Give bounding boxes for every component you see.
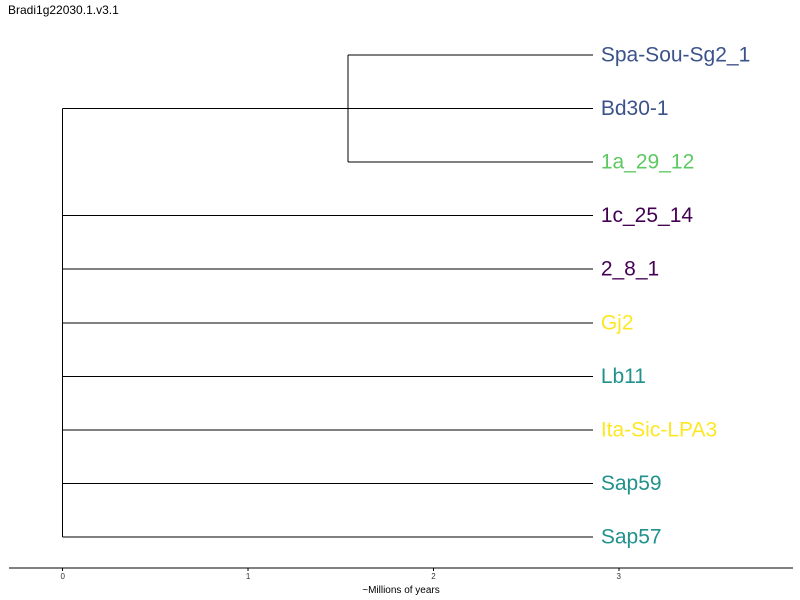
leaf-label: Ita-Sic-LPA3 [601,418,717,441]
x-axis: 0 1 2 3 ~Millions of years [9,567,793,596]
leaf-label: Gj2 [601,311,634,334]
x-axis-label: ~Millions of years [362,585,440,596]
x-tick-label: 3 [617,572,622,581]
leaf-label: 1c_25_14 [601,204,694,227]
leaf-label: Lb11 [601,365,646,388]
x-tick-label: 1 [246,572,251,581]
leaf-label: Bd30-1 [601,97,669,120]
x-axis-ticks: 0 1 2 3 [61,568,622,581]
leaf-label: Spa-Sou-Sg2_1 [601,44,750,67]
leaf-label: 1a_29_12 [601,151,694,174]
x-tick-label: 2 [431,572,436,581]
x-tick-label: 0 [61,572,66,581]
tree-branches [62,54,593,538]
leaf-label: Sap57 [601,525,662,548]
leaf-label: 2_8_1 [601,258,659,281]
chart-title: Bradi1g22030.1.v3.1 [8,3,119,17]
leaf-labels: Spa-Sou-Sg2_1 Bd30-1 1a_29_12 1c_25_14 2_8_1… [601,44,750,549]
leaf-label: Sap59 [601,472,662,495]
